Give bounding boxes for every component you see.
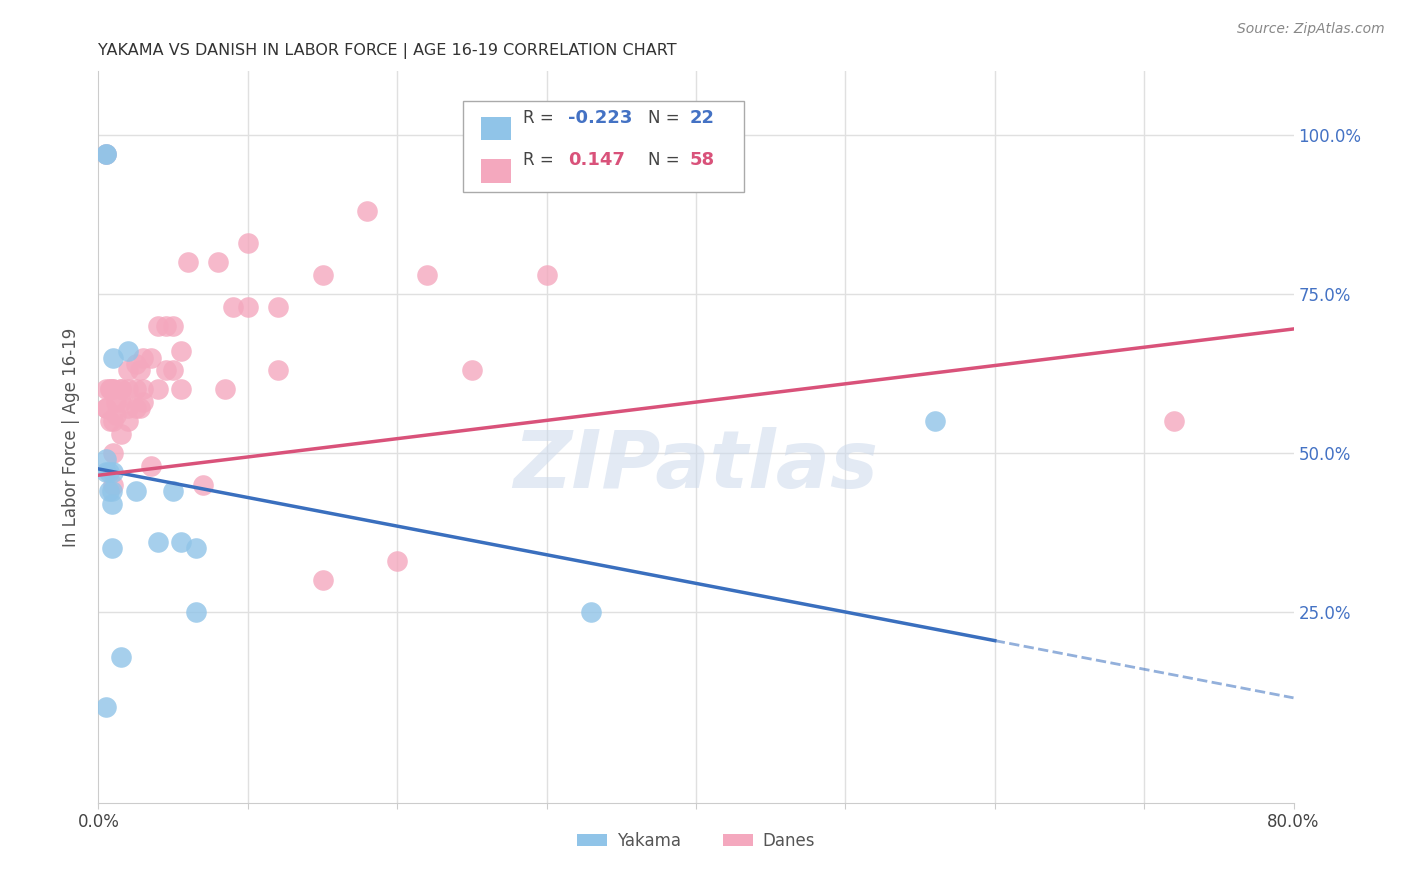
Point [148,535,170,549]
Point [105,408,128,422]
Point [222,300,245,314]
Point [311,268,333,282]
Point [162,363,184,377]
Point [94,401,117,416]
Point [98,414,122,428]
Text: 0.147: 0.147 [568,151,626,169]
Point [536,268,558,282]
Point [110,383,132,397]
Point [94,383,117,397]
Text: 22: 22 [690,109,716,127]
Point [117,383,139,397]
Point [94,465,117,479]
Point [117,401,139,416]
Text: Source: ZipAtlas.com: Source: ZipAtlas.com [1237,22,1385,37]
Point [162,318,184,333]
Point [129,401,152,416]
Text: YAKAMA VS DANISH IN LABOR FORCE | AGE 16-19 CORRELATION CHART: YAKAMA VS DANISH IN LABOR FORCE | AGE 16… [98,43,678,59]
Point [110,395,132,409]
Y-axis label: In Labor Force | Age 16-19: In Labor Force | Age 16-19 [62,327,80,547]
FancyBboxPatch shape [463,101,744,192]
Point [267,300,290,314]
Text: ZIPatlas: ZIPatlas [513,427,879,506]
Point [97,465,120,479]
Point [117,414,139,428]
Point [110,426,132,441]
Bar [481,118,510,140]
Point [169,344,191,359]
Point [162,484,184,499]
Point [103,446,125,460]
Legend: Yakama, Danes: Yakama, Danes [571,825,821,856]
Point [101,497,124,511]
Point [267,363,290,377]
Point [125,401,148,416]
Point [236,300,259,314]
Point [129,363,152,377]
Point [103,414,125,428]
Point [98,383,122,397]
Text: R =: R = [523,109,558,127]
Point [139,458,162,473]
Point [94,401,117,416]
Point [103,383,125,397]
Point [155,318,177,333]
Point [117,363,139,377]
Point [110,649,132,664]
Text: R =: R = [523,151,558,169]
Point [581,605,603,619]
Point [132,383,155,397]
Point [105,395,128,409]
Point [207,255,229,269]
Point [148,318,170,333]
Point [184,541,207,556]
Point [191,477,214,491]
Point [103,383,125,397]
Point [356,204,378,219]
Point [117,344,139,359]
Point [416,268,439,282]
Point [125,484,148,499]
Point [101,484,124,499]
Point [236,236,259,251]
Point [94,147,117,161]
Point [148,383,170,397]
Point [110,383,132,397]
Point [214,383,236,397]
Point [97,484,120,499]
Text: 58: 58 [690,151,716,169]
Point [94,452,117,467]
Point [103,477,125,491]
Point [94,147,117,161]
Point [98,383,122,397]
Text: N =: N = [648,109,685,127]
Point [461,363,484,377]
Point [103,465,125,479]
Point [132,395,155,409]
Point [94,147,117,161]
Point [125,383,148,397]
Point [155,363,177,377]
Bar [481,160,510,183]
Point [103,351,125,365]
Point [101,541,124,556]
Point [125,357,148,371]
Point [177,255,200,269]
Point [139,351,162,365]
Text: N =: N = [648,151,685,169]
Point [1163,414,1185,428]
Point [184,605,207,619]
Text: -0.223: -0.223 [568,109,633,127]
Point [924,414,946,428]
Point [132,351,155,365]
Point [169,383,191,397]
Point [385,554,409,568]
Point [311,573,333,587]
Point [94,700,117,714]
Point [169,535,191,549]
